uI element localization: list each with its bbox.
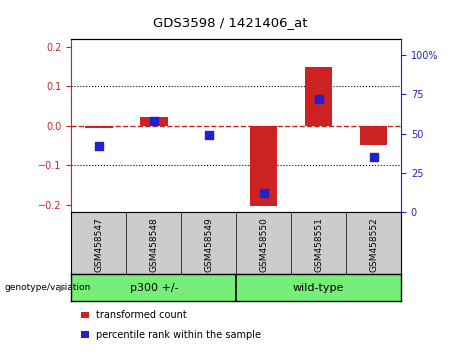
Bar — [250, 126, 278, 206]
Text: GSM458548: GSM458548 — [149, 217, 159, 272]
Point — [260, 191, 267, 196]
Point — [315, 96, 322, 102]
Text: p300 +/-: p300 +/- — [130, 282, 178, 293]
Text: GSM458552: GSM458552 — [369, 217, 378, 272]
Point — [205, 132, 213, 138]
Text: GSM458549: GSM458549 — [204, 217, 213, 272]
Point — [370, 154, 377, 160]
Text: ▶: ▶ — [59, 282, 67, 293]
Text: transformed count: transformed count — [96, 310, 187, 320]
Point — [95, 143, 103, 149]
Bar — [305, 67, 332, 126]
Text: GSM458551: GSM458551 — [314, 217, 323, 272]
Bar — [85, 126, 112, 128]
Text: genotype/variation: genotype/variation — [5, 283, 91, 292]
Bar — [360, 126, 387, 145]
Bar — [140, 117, 168, 126]
Text: GSM458547: GSM458547 — [95, 217, 103, 272]
Text: GSM458550: GSM458550 — [259, 217, 268, 272]
Text: wild-type: wild-type — [293, 282, 344, 293]
Text: GDS3598 / 1421406_at: GDS3598 / 1421406_at — [153, 16, 308, 29]
Point — [150, 118, 158, 124]
Text: percentile rank within the sample: percentile rank within the sample — [96, 330, 261, 339]
